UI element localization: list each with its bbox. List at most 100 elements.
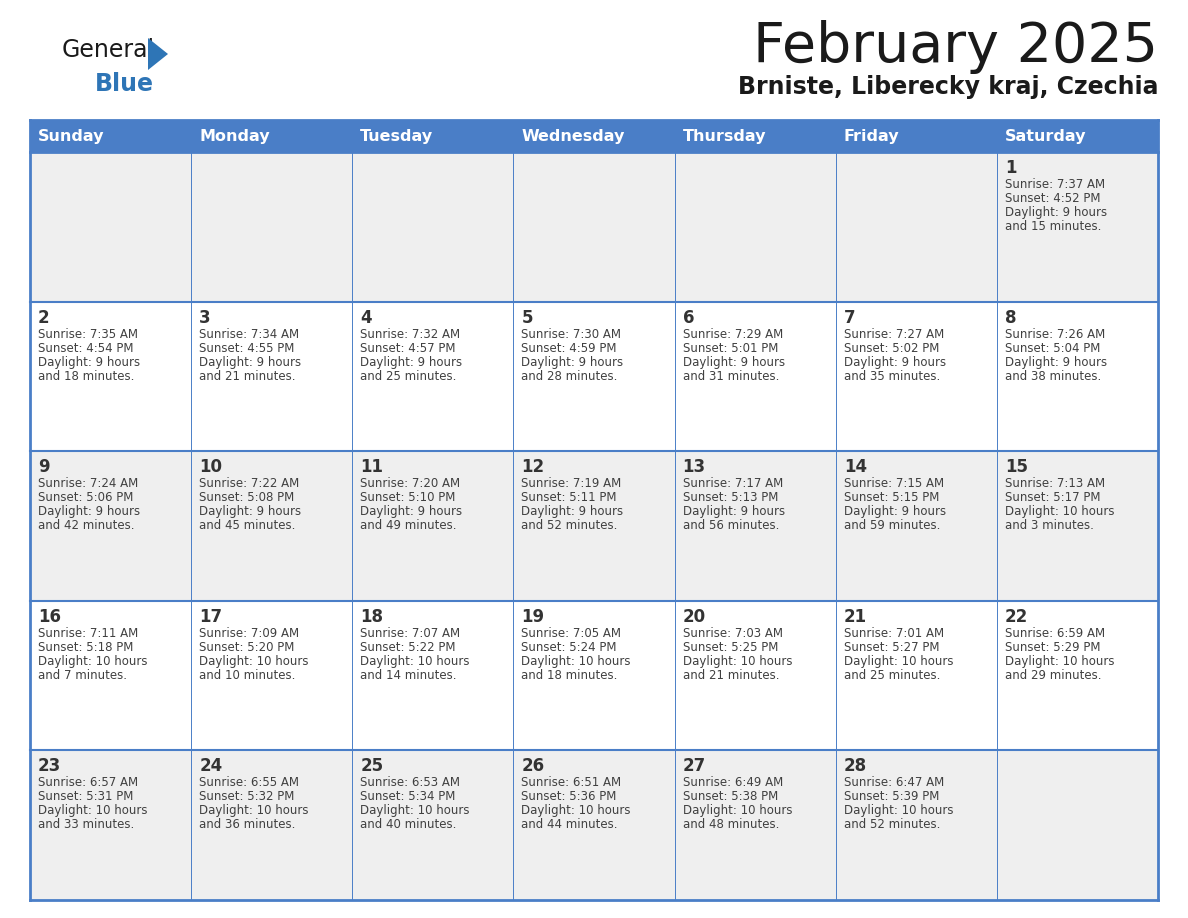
Text: Sunset: 5:18 PM: Sunset: 5:18 PM	[38, 641, 133, 654]
Text: Brniste, Liberecky kraj, Czechia: Brniste, Liberecky kraj, Czechia	[738, 75, 1158, 99]
Text: Daylight: 10 hours: Daylight: 10 hours	[843, 655, 953, 667]
Text: Tuesday: Tuesday	[360, 129, 434, 143]
Text: Saturday: Saturday	[1005, 129, 1086, 143]
Text: and 3 minutes.: and 3 minutes.	[1005, 520, 1094, 532]
Text: Daylight: 9 hours: Daylight: 9 hours	[360, 355, 462, 369]
Text: Sunrise: 7:19 AM: Sunrise: 7:19 AM	[522, 477, 621, 490]
Text: Sunrise: 7:26 AM: Sunrise: 7:26 AM	[1005, 328, 1105, 341]
Text: Daylight: 10 hours: Daylight: 10 hours	[683, 804, 792, 817]
Bar	[30, 120, 1158, 152]
Text: Sunrise: 6:57 AM: Sunrise: 6:57 AM	[38, 777, 138, 789]
Text: Daylight: 9 hours: Daylight: 9 hours	[1005, 206, 1107, 219]
Text: 4: 4	[360, 308, 372, 327]
Text: Sunset: 5:39 PM: Sunset: 5:39 PM	[843, 790, 939, 803]
Bar	[30, 152, 1158, 302]
Text: Daylight: 10 hours: Daylight: 10 hours	[360, 655, 469, 667]
Text: 20: 20	[683, 608, 706, 626]
Text: and 7 minutes.: and 7 minutes.	[38, 669, 127, 682]
Text: General: General	[62, 38, 156, 62]
Text: Sunset: 5:27 PM: Sunset: 5:27 PM	[843, 641, 940, 654]
Text: Sunset: 5:24 PM: Sunset: 5:24 PM	[522, 641, 617, 654]
Text: Daylight: 10 hours: Daylight: 10 hours	[1005, 655, 1114, 667]
Text: Sunrise: 7:11 AM: Sunrise: 7:11 AM	[38, 627, 138, 640]
Text: and 42 minutes.: and 42 minutes.	[38, 520, 134, 532]
Text: Daylight: 10 hours: Daylight: 10 hours	[200, 655, 309, 667]
Text: 1: 1	[1005, 159, 1017, 177]
Text: Daylight: 10 hours: Daylight: 10 hours	[683, 655, 792, 667]
Text: Sunset: 5:01 PM: Sunset: 5:01 PM	[683, 341, 778, 354]
Bar	[30, 302, 1158, 452]
Text: Sunset: 5:25 PM: Sunset: 5:25 PM	[683, 641, 778, 654]
Text: 10: 10	[200, 458, 222, 476]
Text: Wednesday: Wednesday	[522, 129, 625, 143]
Text: Sunrise: 7:30 AM: Sunrise: 7:30 AM	[522, 328, 621, 341]
Text: Sunset: 5:15 PM: Sunset: 5:15 PM	[843, 491, 939, 504]
Text: and 18 minutes.: and 18 minutes.	[522, 669, 618, 682]
Text: Daylight: 9 hours: Daylight: 9 hours	[1005, 355, 1107, 369]
Text: Sunset: 4:57 PM: Sunset: 4:57 PM	[360, 341, 456, 354]
Text: Sunrise: 7:09 AM: Sunrise: 7:09 AM	[200, 627, 299, 640]
Polygon shape	[148, 38, 168, 70]
Text: Sunrise: 7:27 AM: Sunrise: 7:27 AM	[843, 328, 944, 341]
Text: Daylight: 9 hours: Daylight: 9 hours	[38, 355, 140, 369]
Text: 26: 26	[522, 757, 544, 776]
Text: and 31 minutes.: and 31 minutes.	[683, 370, 779, 383]
Text: Sunset: 5:38 PM: Sunset: 5:38 PM	[683, 790, 778, 803]
Text: and 48 minutes.: and 48 minutes.	[683, 819, 779, 832]
Text: Sunrise: 7:29 AM: Sunrise: 7:29 AM	[683, 328, 783, 341]
Text: Daylight: 10 hours: Daylight: 10 hours	[843, 804, 953, 817]
Text: Sunrise: 6:55 AM: Sunrise: 6:55 AM	[200, 777, 299, 789]
Text: and 25 minutes.: and 25 minutes.	[843, 669, 940, 682]
Text: Sunrise: 7:01 AM: Sunrise: 7:01 AM	[843, 627, 943, 640]
Text: 16: 16	[38, 608, 61, 626]
Text: Sunset: 5:34 PM: Sunset: 5:34 PM	[360, 790, 456, 803]
Text: Sunset: 5:10 PM: Sunset: 5:10 PM	[360, 491, 456, 504]
Text: Daylight: 9 hours: Daylight: 9 hours	[522, 355, 624, 369]
Text: Daylight: 9 hours: Daylight: 9 hours	[683, 355, 785, 369]
Text: and 44 minutes.: and 44 minutes.	[522, 819, 618, 832]
Text: Daylight: 9 hours: Daylight: 9 hours	[683, 505, 785, 518]
Text: Sunday: Sunday	[38, 129, 105, 143]
Text: Sunset: 5:31 PM: Sunset: 5:31 PM	[38, 790, 133, 803]
Text: Daylight: 10 hours: Daylight: 10 hours	[200, 804, 309, 817]
Text: and 10 minutes.: and 10 minutes.	[200, 669, 296, 682]
Text: 27: 27	[683, 757, 706, 776]
Text: 11: 11	[360, 458, 384, 476]
Text: and 15 minutes.: and 15 minutes.	[1005, 220, 1101, 233]
Text: February 2025: February 2025	[753, 20, 1158, 74]
Text: 7: 7	[843, 308, 855, 327]
Bar	[30, 452, 1158, 600]
Text: and 21 minutes.: and 21 minutes.	[683, 669, 779, 682]
Text: Daylight: 9 hours: Daylight: 9 hours	[843, 505, 946, 518]
Text: 18: 18	[360, 608, 384, 626]
Text: Sunrise: 7:15 AM: Sunrise: 7:15 AM	[843, 477, 943, 490]
Text: Sunset: 4:54 PM: Sunset: 4:54 PM	[38, 341, 133, 354]
Text: Daylight: 9 hours: Daylight: 9 hours	[360, 505, 462, 518]
Text: 9: 9	[38, 458, 50, 476]
Text: 2: 2	[38, 308, 50, 327]
Text: Sunrise: 7:24 AM: Sunrise: 7:24 AM	[38, 477, 138, 490]
Text: and 18 minutes.: and 18 minutes.	[38, 370, 134, 383]
Text: Daylight: 9 hours: Daylight: 9 hours	[38, 505, 140, 518]
Text: 28: 28	[843, 757, 867, 776]
Text: Blue: Blue	[95, 72, 154, 96]
Text: 23: 23	[38, 757, 62, 776]
Text: Sunset: 5:32 PM: Sunset: 5:32 PM	[200, 790, 295, 803]
Text: Sunrise: 7:35 AM: Sunrise: 7:35 AM	[38, 328, 138, 341]
Text: and 52 minutes.: and 52 minutes.	[843, 819, 940, 832]
Text: Sunset: 5:04 PM: Sunset: 5:04 PM	[1005, 341, 1100, 354]
Text: 22: 22	[1005, 608, 1028, 626]
Text: Friday: Friday	[843, 129, 899, 143]
Text: 19: 19	[522, 608, 544, 626]
Text: 24: 24	[200, 757, 222, 776]
Text: and 49 minutes.: and 49 minutes.	[360, 520, 456, 532]
Text: and 36 minutes.: and 36 minutes.	[200, 819, 296, 832]
Text: Daylight: 9 hours: Daylight: 9 hours	[843, 355, 946, 369]
Text: Sunrise: 7:32 AM: Sunrise: 7:32 AM	[360, 328, 461, 341]
Text: and 28 minutes.: and 28 minutes.	[522, 370, 618, 383]
Text: and 35 minutes.: and 35 minutes.	[843, 370, 940, 383]
Text: Daylight: 10 hours: Daylight: 10 hours	[38, 655, 147, 667]
Text: and 14 minutes.: and 14 minutes.	[360, 669, 456, 682]
Text: Sunset: 5:11 PM: Sunset: 5:11 PM	[522, 491, 617, 504]
Text: Daylight: 10 hours: Daylight: 10 hours	[360, 804, 469, 817]
